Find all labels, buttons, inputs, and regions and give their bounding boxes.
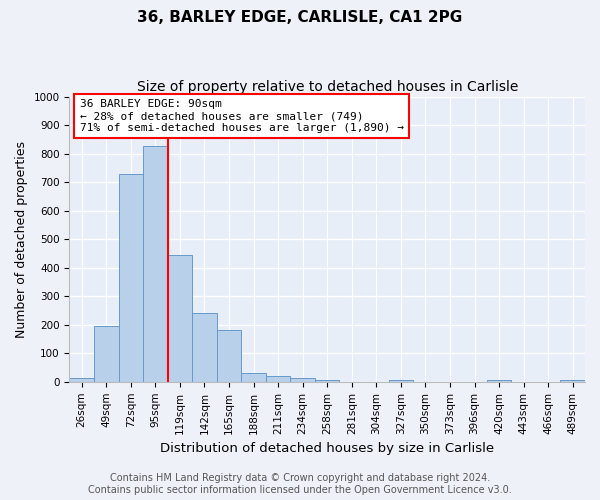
Bar [389, 380, 413, 382]
Title: Size of property relative to detached houses in Carlisle: Size of property relative to detached ho… [137, 80, 518, 94]
Bar [217, 330, 241, 382]
Bar [119, 174, 143, 382]
Bar [94, 326, 119, 382]
Bar [487, 380, 511, 382]
Bar [560, 380, 585, 382]
Bar [143, 146, 167, 382]
Bar [266, 376, 290, 382]
Bar [290, 378, 315, 382]
X-axis label: Distribution of detached houses by size in Carlisle: Distribution of detached houses by size … [160, 442, 494, 455]
Bar [192, 314, 217, 382]
Bar [70, 378, 94, 382]
Text: 36, BARLEY EDGE, CARLISLE, CA1 2PG: 36, BARLEY EDGE, CARLISLE, CA1 2PG [137, 10, 463, 25]
Bar [315, 380, 340, 382]
Text: 36 BARLEY EDGE: 90sqm
← 28% of detached houses are smaller (749)
71% of semi-det: 36 BARLEY EDGE: 90sqm ← 28% of detached … [80, 100, 404, 132]
Text: Contains HM Land Registry data © Crown copyright and database right 2024.
Contai: Contains HM Land Registry data © Crown c… [88, 474, 512, 495]
Bar [167, 255, 192, 382]
Bar [241, 374, 266, 382]
Y-axis label: Number of detached properties: Number of detached properties [15, 140, 28, 338]
